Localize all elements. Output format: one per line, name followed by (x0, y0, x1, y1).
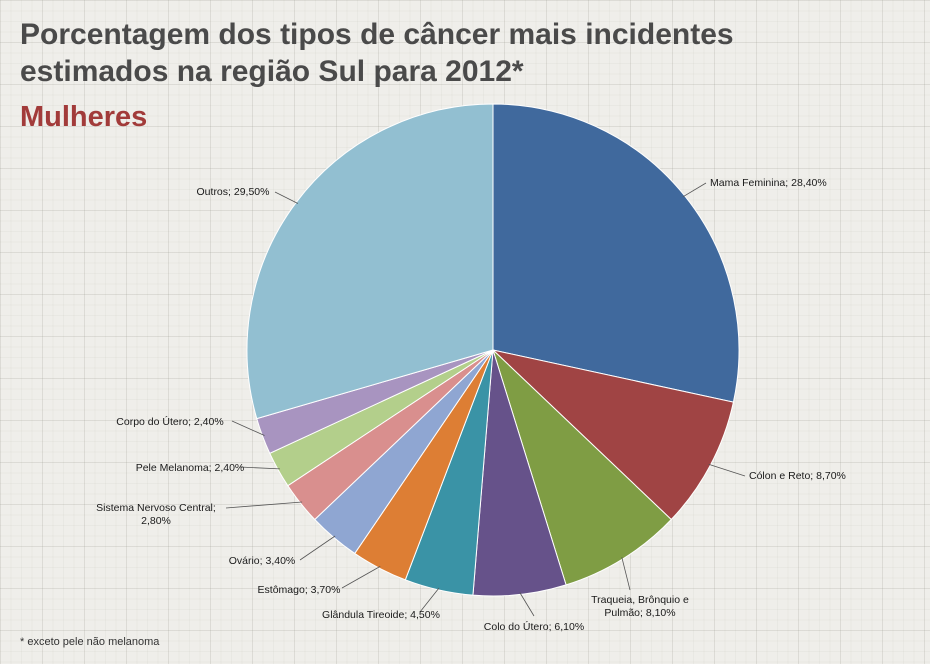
pie-leader-line (231, 420, 265, 436)
pie-leader-line (621, 557, 631, 591)
pie-leader-line (708, 463, 746, 477)
pie-data-label: Colo do Útero; 6,10% (484, 620, 584, 633)
pie-data-label: Mama Feminina; 28,40% (710, 177, 827, 189)
pie-data-label: Outros; 29,50% (197, 186, 270, 198)
pie-data-label: Sistema Nervoso Central; 2,80% (96, 502, 216, 527)
pie-slice (492, 103, 740, 403)
pie-leader-lines (225, 182, 746, 617)
pie-data-label: Estômago; 3,70% (258, 584, 341, 596)
pie-leader-line (239, 466, 280, 470)
pie-leader-line (225, 501, 303, 509)
pie-slices (246, 103, 740, 597)
pie-data-label: Traqueia, Brônquio e Pulmão; 8,10% (591, 594, 689, 619)
footnote: * exceto pele não melanoma (20, 636, 160, 648)
pie-data-labels: Mama Feminina; 28,40% Cólon e Reto; 8,70%… (96, 177, 846, 633)
pie-slice (491, 348, 672, 586)
pie-data-label: Glândula Tireoide; 4,50% (322, 609, 440, 621)
pie-leader-line (519, 592, 535, 617)
chart-subtitle: Mulheres (20, 101, 148, 133)
chart-title: Porcentagem dos tipos de câncer mais inc… (20, 18, 734, 88)
pie-leader-line (682, 182, 707, 198)
pie-data-label: Cólon e Reto; 8,70% (749, 470, 846, 482)
pie-leader-line (341, 566, 381, 589)
pie-leader-line (274, 191, 299, 204)
pie-data-label: Corpo do Útero; 2,40% (116, 415, 223, 428)
pie-leader-line (419, 587, 440, 613)
pie-data-label: Ovário; 3,40% (229, 555, 296, 567)
pie-data-label: Pele Melanoma; 2,40% (136, 462, 245, 474)
pie-leader-line (299, 535, 336, 561)
